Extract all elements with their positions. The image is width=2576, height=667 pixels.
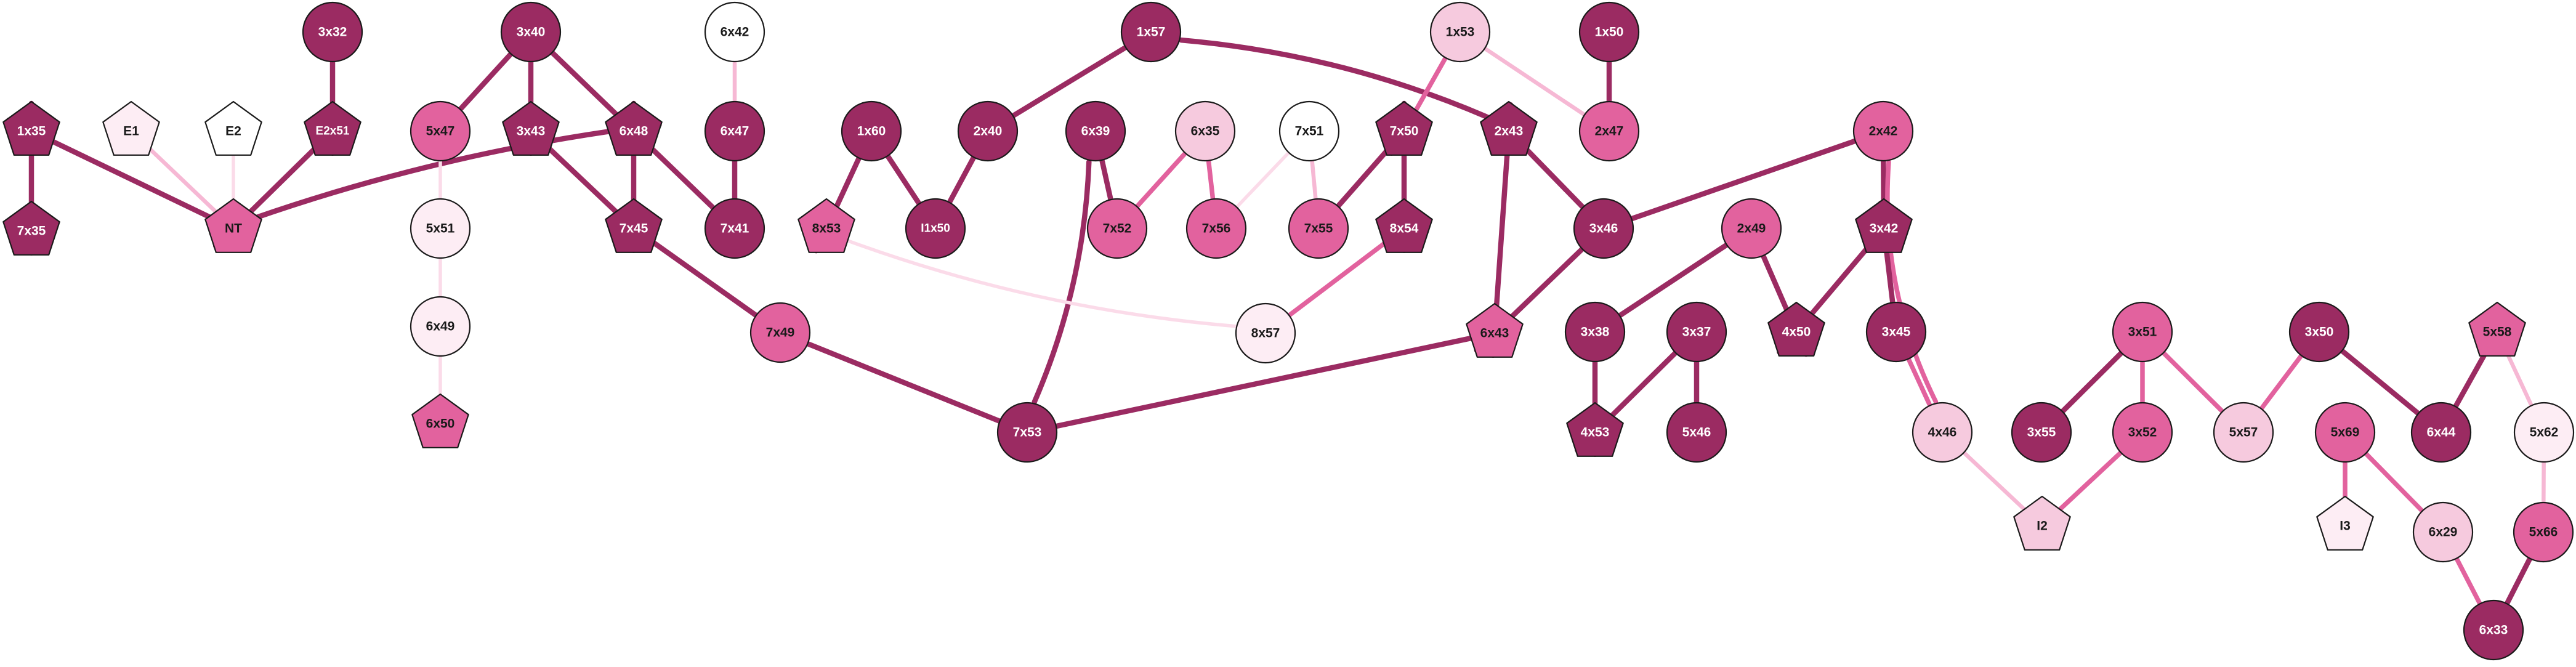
svg-text:I2: I2: [2037, 519, 2048, 533]
svg-text:5x62: 5x62: [2530, 426, 2559, 440]
svg-text:I3: I3: [2340, 519, 2351, 533]
svg-text:3x52: 3x52: [2128, 426, 2157, 440]
svg-text:8x54: 8x54: [1390, 222, 1419, 236]
svg-text:3x45: 3x45: [1882, 325, 1911, 339]
svg-text:5x46: 5x46: [1682, 426, 1711, 440]
svg-text:3x55: 3x55: [2027, 426, 2056, 440]
svg-text:7x45: 7x45: [620, 222, 648, 236]
svg-text:E2x51: E2x51: [316, 125, 350, 138]
svg-text:2x40: 2x40: [974, 124, 1003, 139]
svg-text:6x39: 6x39: [1081, 124, 1110, 139]
svg-text:5x58: 5x58: [2483, 325, 2512, 339]
svg-text:6x48: 6x48: [620, 124, 648, 139]
svg-text:2x49: 2x49: [1737, 222, 1766, 236]
svg-text:6x35: 6x35: [1191, 124, 1220, 139]
svg-text:1x57: 1x57: [1137, 25, 1166, 39]
svg-text:7x50: 7x50: [1390, 124, 1419, 139]
svg-text:2x47: 2x47: [1595, 124, 1624, 139]
svg-text:7x55: 7x55: [1304, 222, 1333, 236]
svg-text:3x43: 3x43: [517, 124, 546, 139]
svg-text:1x50: 1x50: [1595, 25, 1624, 39]
svg-text:6x42: 6x42: [721, 25, 749, 39]
svg-text:6x29: 6x29: [2429, 525, 2458, 540]
svg-text:5x69: 5x69: [2331, 426, 2360, 440]
svg-text:3x51: 3x51: [2128, 325, 2157, 339]
svg-text:8x53: 8x53: [812, 222, 841, 236]
svg-text:1x35: 1x35: [17, 124, 46, 139]
svg-text:6x43: 6x43: [1480, 326, 1509, 341]
svg-text:E1: E1: [123, 124, 139, 139]
svg-text:7x56: 7x56: [1202, 222, 1231, 236]
svg-text:4x53: 4x53: [1581, 426, 1610, 440]
svg-text:7x53: 7x53: [1013, 426, 1042, 440]
svg-text:2x43: 2x43: [1495, 124, 1524, 139]
svg-text:4x46: 4x46: [1928, 426, 1957, 440]
svg-text:6x47: 6x47: [721, 124, 749, 139]
svg-text:NT: NT: [225, 222, 242, 236]
svg-text:6x33: 6x33: [2479, 623, 2508, 637]
svg-text:3x42: 3x42: [1870, 222, 1899, 236]
svg-text:2x42: 2x42: [1869, 124, 1898, 139]
svg-text:8x57: 8x57: [1251, 326, 1280, 341]
svg-text:6x49: 6x49: [426, 320, 455, 334]
svg-text:7x52: 7x52: [1103, 222, 1132, 236]
svg-text:3x40: 3x40: [517, 25, 546, 39]
svg-text:5x51: 5x51: [426, 222, 455, 236]
svg-text:1x60: 1x60: [857, 124, 886, 139]
svg-text:6x50: 6x50: [426, 417, 455, 431]
svg-text:3x32: 3x32: [318, 25, 347, 39]
svg-text:I1x50: I1x50: [921, 222, 950, 235]
svg-text:7x51: 7x51: [1295, 124, 1324, 139]
svg-text:3x50: 3x50: [2305, 325, 2334, 339]
svg-text:4x50: 4x50: [1782, 325, 1811, 339]
svg-text:1x53: 1x53: [1446, 25, 1475, 39]
svg-text:7x41: 7x41: [721, 222, 749, 236]
svg-text:3x38: 3x38: [1581, 325, 1610, 339]
svg-text:7x49: 7x49: [766, 326, 795, 340]
svg-text:5x47: 5x47: [426, 124, 455, 139]
svg-text:E2: E2: [225, 124, 241, 139]
svg-text:7x35: 7x35: [17, 224, 46, 238]
svg-text:3x37: 3x37: [1682, 325, 1711, 339]
svg-text:5x57: 5x57: [2229, 426, 2258, 440]
svg-text:3x46: 3x46: [1589, 222, 1618, 236]
svg-text:6x44: 6x44: [2427, 426, 2456, 440]
svg-text:5x66: 5x66: [2529, 525, 2558, 540]
